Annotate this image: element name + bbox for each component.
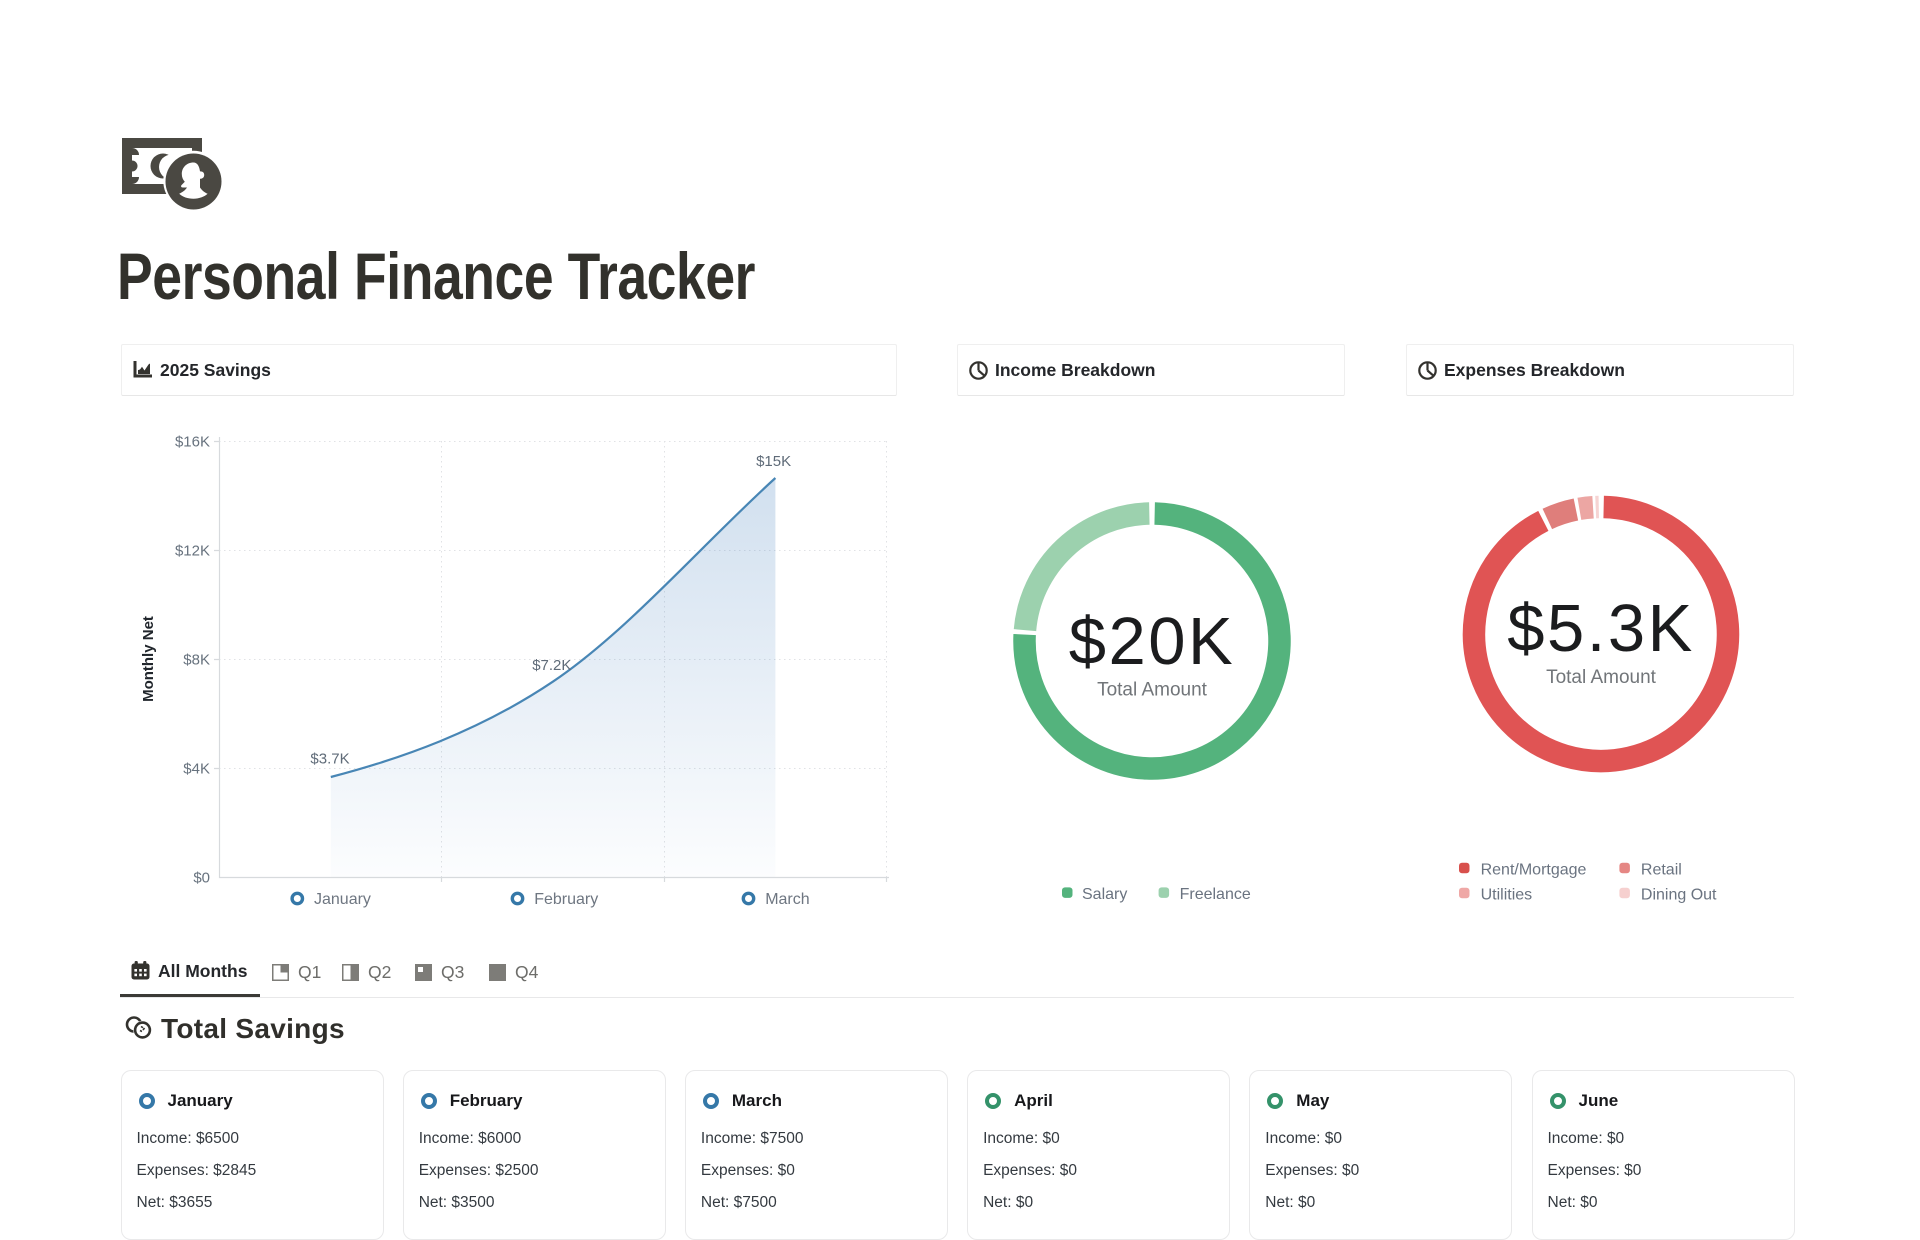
svg-text:Total Amount: Total Amount [1546, 667, 1657, 688]
svg-text:$8K: $8K [183, 652, 210, 669]
svg-text:Retail: Retail [1641, 862, 1682, 879]
svg-text:Rent/Mortgage: Rent/Mortgage [1481, 862, 1587, 879]
svg-text:$16K: $16K [175, 434, 210, 451]
svg-text:$7.2K: $7.2K [532, 657, 571, 674]
svg-text:$0: $0 [193, 870, 210, 887]
svg-text:$12K: $12K [175, 543, 210, 560]
svg-text:Utilities: Utilities [1481, 887, 1533, 904]
svg-text:$15K: $15K [756, 453, 791, 470]
svg-text:$20K: $20K [1069, 604, 1235, 679]
svg-text:$4K: $4K [183, 761, 210, 778]
svg-text:Freelance: Freelance [1180, 886, 1251, 903]
svg-text:February: February [534, 891, 598, 908]
svg-text:Monthly Net: Monthly Net [140, 616, 157, 702]
svg-text:January: January [314, 891, 371, 908]
svg-text:March: March [765, 891, 809, 908]
svg-text:$5.3K: $5.3K [1507, 591, 1695, 666]
svg-text:Salary: Salary [1082, 886, 1127, 903]
svg-text:Total Amount: Total Amount [1097, 680, 1208, 701]
svg-text:$3.7K: $3.7K [310, 751, 349, 768]
svg-text:Dining Out: Dining Out [1641, 887, 1717, 904]
